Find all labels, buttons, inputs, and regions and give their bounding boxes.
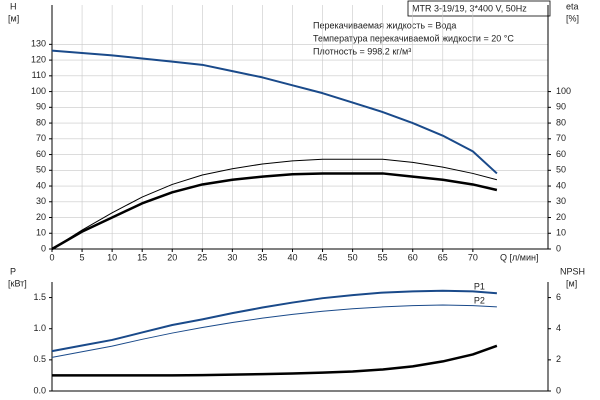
series-line	[51, 289, 497, 353]
y-tick-label: 120	[31, 54, 46, 64]
x-tick-label: 70	[468, 252, 478, 262]
y-label: H	[10, 1, 17, 11]
annotation: Температура перекачиваемой жидкости = 20…	[313, 33, 514, 43]
y2-tick-label: 50	[556, 165, 566, 175]
y-tick-label: 60	[36, 149, 46, 159]
y-label: P	[10, 266, 16, 276]
x-tick-label: 35	[257, 252, 267, 262]
y-tick-label: 70	[36, 133, 46, 143]
y-tick-label: 40	[36, 180, 46, 190]
chart-title: MTR 3-19/19, 3*400 V, 50Hz	[412, 3, 527, 13]
y-tick-label: 80	[36, 117, 46, 127]
x-tick-label: 55	[378, 252, 388, 262]
y2-tick-label: 70	[556, 133, 566, 143]
y-unit: [м]	[8, 13, 19, 23]
x-tick-label: 60	[408, 252, 418, 262]
annotation: Перекачиваемая жидкость = Вода	[313, 20, 456, 30]
y-tick-label: 110	[32, 70, 46, 80]
y-tick-label: 130	[31, 39, 46, 49]
y2-tick-label: 10	[556, 228, 566, 238]
x-tick-label: 40	[287, 252, 297, 262]
y-tick-label: 20	[36, 212, 46, 222]
series-label: P2	[474, 295, 485, 305]
x-tick-label: 20	[167, 252, 177, 262]
series-line	[51, 158, 498, 250]
y2-tick-label: 0	[556, 243, 561, 253]
y2-tick-label: 30	[556, 196, 566, 206]
x-tick-label: 30	[227, 252, 237, 262]
y-tick-label: 1.0	[33, 323, 46, 333]
y2-label: eta	[566, 1, 579, 11]
y2-label: NPSH	[560, 266, 585, 276]
y2-tick-label: 20	[556, 212, 566, 222]
y2-tick-label: 6	[556, 292, 561, 302]
y2-tick-label: 2	[556, 354, 561, 364]
y2-tick-label: 0	[556, 385, 561, 395]
y-tick-label: 100	[31, 86, 46, 96]
x-tick-label: 25	[197, 252, 207, 262]
series-line	[51, 49, 498, 175]
y2-unit: [м]	[566, 278, 577, 288]
annotation: Плотность = 998.2 кг/м³	[313, 46, 411, 56]
y2-tick-label: 90	[556, 102, 566, 112]
y-tick-label: 0.0	[33, 385, 46, 395]
y2-unit: [%]	[566, 13, 579, 23]
x-tick-label: 0	[49, 252, 54, 262]
title-box	[407, 0, 551, 17]
y2-tick-label: 4	[556, 323, 561, 333]
x-tick-label: 50	[348, 252, 358, 262]
x-tick-label: 65	[438, 252, 448, 262]
y-tick-label: 50	[36, 165, 46, 175]
y2-tick-label: 40	[556, 180, 566, 190]
y-tick-label: 0.5	[33, 354, 46, 364]
y-unit: [кВт]	[8, 278, 27, 288]
y2-tick-label: 80	[556, 117, 566, 127]
series-line	[51, 304, 497, 358]
y-tick-label: 1.5	[33, 292, 46, 302]
x-tick-label: 45	[318, 252, 328, 262]
x-tick-label: 10	[107, 252, 117, 262]
y2-tick-label: 60	[556, 149, 566, 159]
series-line	[52, 344, 498, 377]
y-tick-label: 10	[36, 228, 46, 238]
series-label: P1	[474, 282, 485, 292]
y-tick-label: 30	[36, 196, 46, 206]
y2-tick-label: 100	[556, 86, 571, 96]
y-tick-label: 0	[41, 243, 46, 253]
y-tick-label: 90	[36, 102, 46, 112]
x-tick-label: 5	[80, 252, 85, 262]
x-label: Q [л/мин]	[500, 252, 538, 262]
series-line	[51, 172, 498, 251]
x-tick-label: 15	[137, 252, 147, 262]
